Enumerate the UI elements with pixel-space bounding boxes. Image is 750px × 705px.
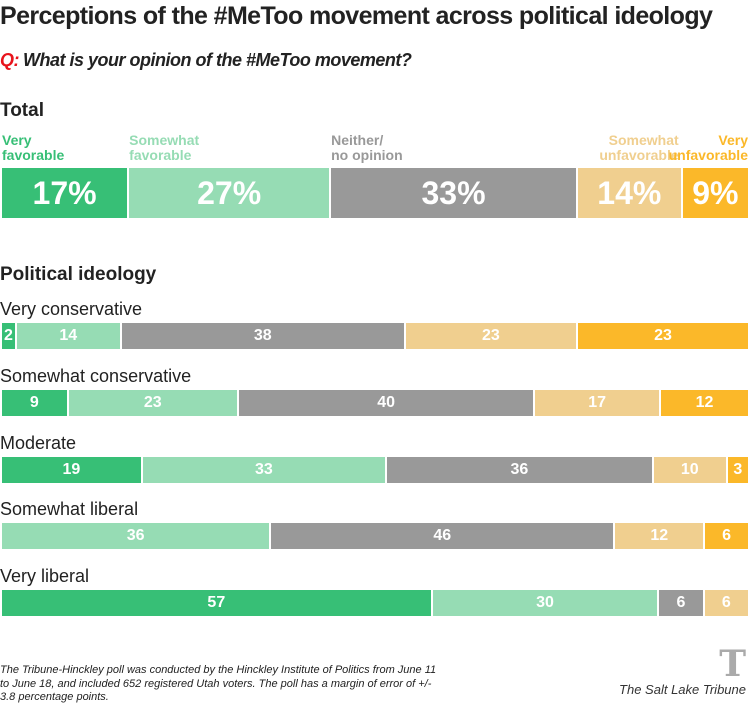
footnote: The Tribune-Hinckley poll was conducted … <box>0 664 437 703</box>
logo-text: The Salt Lake Tribune <box>619 682 746 697</box>
row-1-bar-4: 12 <box>661 390 750 416</box>
total-bar-1: 27% <box>129 168 332 218</box>
data-label: 57 <box>207 594 226 611</box>
data-label: 12 <box>695 394 714 411</box>
data-label: 2 <box>4 327 13 344</box>
legend-0: Very favorable <box>2 132 65 163</box>
total-bar-4: 9% <box>682 168 750 218</box>
data-label: 9 <box>29 394 39 411</box>
data-label: 6 <box>676 594 686 611</box>
row-2-bar-3: 10 <box>653 457 728 483</box>
row-0-bar-4: 23 <box>577 323 750 349</box>
data-label: 14 <box>59 327 78 344</box>
data-label: 17% <box>32 174 97 211</box>
row-1-bar-0: 9 <box>2 390 69 416</box>
data-label: 3 <box>733 461 743 478</box>
legend-2: Neither/no opinion <box>331 132 403 163</box>
row-4-bar-1: 30 <box>432 590 660 616</box>
total-bar-0: 17% <box>2 168 130 218</box>
row-label: Moderate <box>0 433 77 453</box>
row-1-bar-2: 40 <box>238 390 536 416</box>
row-label: Somewhat liberal <box>0 499 139 519</box>
data-label: 33% <box>421 174 486 211</box>
question: Q: What is your opinion of the #MeToo mov… <box>0 50 412 71</box>
data-label: 19 <box>62 461 81 478</box>
legend-4: Very unfavorable <box>668 132 748 163</box>
legend-1: Somewhat favorable <box>129 132 200 163</box>
data-label: 33 <box>255 461 273 478</box>
data-label: 46 <box>433 527 452 544</box>
data-label: 23 <box>654 327 672 344</box>
data-label: 9% <box>692 174 739 211</box>
data-label: 23 <box>482 327 500 344</box>
row-1-bar-1: 23 <box>68 390 239 416</box>
data-label: 40 <box>377 394 395 411</box>
row-0-bar-1: 14 <box>16 323 122 349</box>
data-label: 6 <box>721 594 731 611</box>
data-label: 12 <box>650 527 669 544</box>
row-0-bar-3: 23 <box>405 323 578 349</box>
data-label: 36 <box>510 461 529 478</box>
question-text: What is your opinion of the #MeToo movem… <box>23 50 412 70</box>
row-4-bar-2: 6 <box>659 590 705 616</box>
row-0-bar-0: 2 <box>2 323 17 349</box>
row-2-bar-2: 36 <box>387 457 654 483</box>
row-3-bar-1: 36 <box>2 523 272 549</box>
row-1-bar-3: 17 <box>535 390 662 416</box>
logo: T The Salt Lake Tribune <box>619 646 746 698</box>
ideology-heading: Political ideology <box>0 264 157 285</box>
row-label: Somewhat conservative <box>0 366 192 386</box>
row-2-bar-0: 19 <box>2 457 143 483</box>
chart-title: Perceptions of the #MeToo movement acros… <box>0 2 713 30</box>
row-0-bar-2: 38 <box>121 323 406 349</box>
row-label: Very conservative <box>0 299 143 319</box>
row-2-bar-4: 3 <box>727 457 750 483</box>
data-label: 38 <box>253 327 272 344</box>
logo-mark: T <box>719 643 746 685</box>
data-label: 36 <box>126 527 145 544</box>
data-label: 23 <box>143 394 162 411</box>
data-label: 14% <box>597 174 662 211</box>
total-bar-3: 14% <box>577 168 683 218</box>
data-label: 17 <box>588 394 607 411</box>
data-label: 6 <box>722 527 731 544</box>
question-label: Q: <box>0 50 20 70</box>
legend-3: Somewhat unfavorable <box>599 132 679 163</box>
data-label: 27% <box>197 174 262 211</box>
total-heading: Total <box>0 100 44 121</box>
row-2-bar-1: 33 <box>142 457 388 483</box>
data-label: 30 <box>536 594 554 611</box>
row-3-bar-2: 46 <box>271 523 616 549</box>
total-bar-2: 33% <box>331 168 578 218</box>
row-3-bar-4: 6 <box>705 523 750 549</box>
row-4-bar-0: 57 <box>2 590 433 616</box>
data-label: 10 <box>680 461 699 478</box>
row-4-bar-3: 6 <box>704 590 750 616</box>
row-3-bar-3: 12 <box>615 523 706 549</box>
row-label: Very liberal <box>0 566 90 586</box>
